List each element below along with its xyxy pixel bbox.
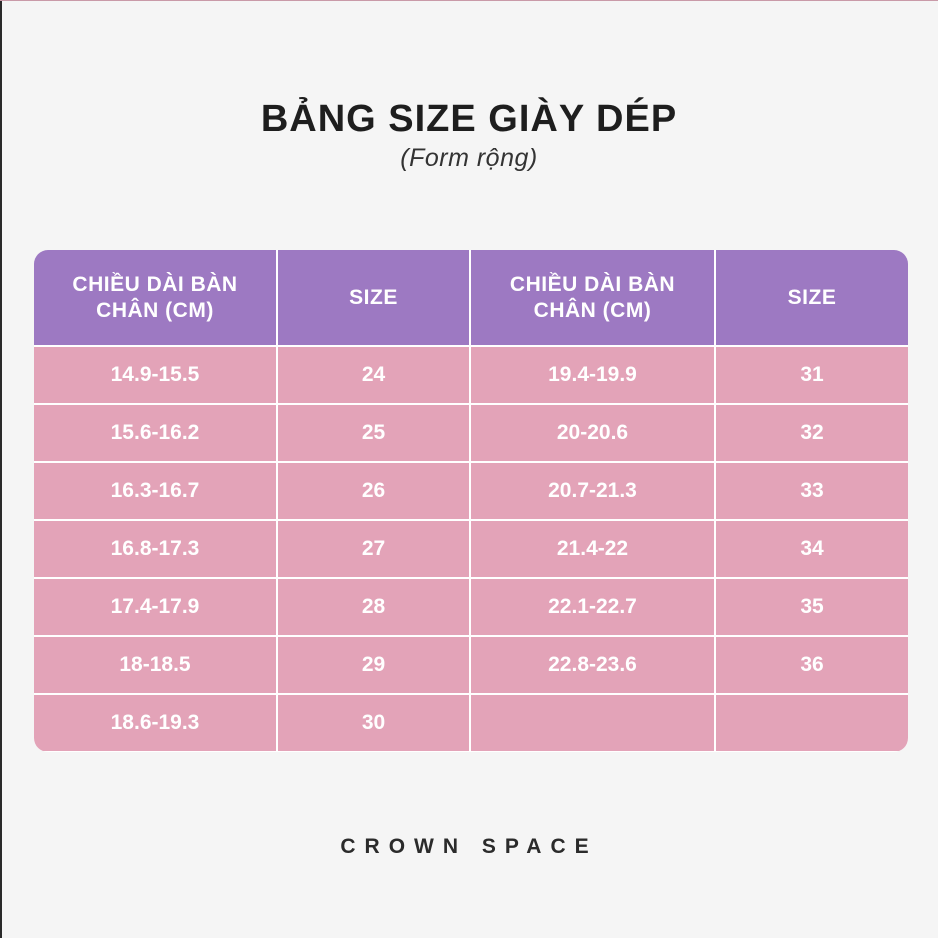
foot-length-cell: 22.8-23.6 [471, 637, 714, 693]
foot-length-cell: 19.4-19.9 [471, 347, 714, 403]
size-cell: 28 [278, 579, 469, 635]
foot-length-cell: 17.4-17.9 [34, 579, 276, 635]
header-foot-length-2: CHIỀU DÀI BÀN CHÂN (CM) [471, 250, 714, 345]
foot-length-cell: 18.6-19.3 [34, 695, 276, 751]
page-title: BẢNG SIZE GIÀY DÉP [260, 98, 678, 140]
foot-length-cell: 14.9-15.5 [34, 347, 276, 403]
size-cell: 31 [716, 347, 908, 403]
size-cell: 32 [716, 405, 908, 461]
size-cell: 27 [278, 521, 469, 577]
header-size-1: SIZE [278, 250, 469, 345]
brand-name: CROWN SPACE [340, 835, 598, 858]
foot-length-cell: 16.8-17.3 [34, 521, 276, 577]
size-cell: 33 [716, 463, 908, 519]
size-table: CHIỀU DÀI BÀN CHÂN (CM) SIZE CHIỀU DÀI B… [34, 250, 908, 752]
left-border [0, 0, 2, 938]
page-subtitle: (Form rộng) [400, 144, 538, 172]
top-border [0, 0, 938, 1]
size-cell: 25 [278, 405, 469, 461]
foot-length-cell: 18-18.5 [34, 637, 276, 693]
size-cell [716, 695, 908, 751]
size-cell: 26 [278, 463, 469, 519]
size-cell: 30 [278, 695, 469, 751]
foot-length-cell: 20.7-21.3 [471, 463, 714, 519]
size-cell: 29 [278, 637, 469, 693]
foot-length-cell: 22.1-22.7 [471, 579, 714, 635]
foot-length-cell: 21.4-22 [471, 521, 714, 577]
foot-length-cell: 16.3-16.7 [34, 463, 276, 519]
header-foot-length-1: CHIỀU DÀI BÀN CHÂN (CM) [34, 250, 276, 345]
size-cell: 36 [716, 637, 908, 693]
foot-length-cell: 15.6-16.2 [34, 405, 276, 461]
size-cell: 35 [716, 579, 908, 635]
size-cell: 34 [716, 521, 908, 577]
foot-length-cell: 20-20.6 [471, 405, 714, 461]
size-cell: 24 [278, 347, 469, 403]
header-size-2: SIZE [716, 250, 908, 345]
foot-length-cell [471, 695, 714, 751]
